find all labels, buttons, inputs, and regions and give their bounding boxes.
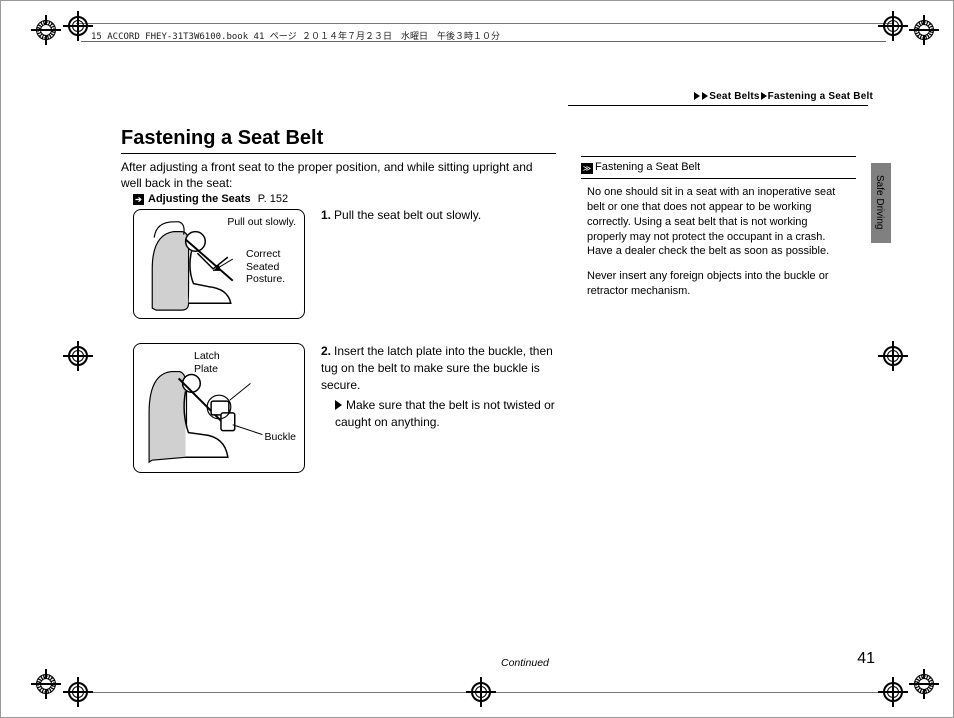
reg-mark-icon [31,15,61,45]
breadcrumb-rule [568,105,868,106]
xref-label: Adjusting the Seats [148,193,251,205]
info-icon: ≫ [581,163,593,174]
figure-1-label-b: Correct Seated Posture. [246,248,296,286]
step-2: 2.Insert the latch plate into the buckle… [321,343,556,431]
figure-2-label-b: Buckle [264,431,296,444]
sidebar-p2: Never insert any foreign objects into th… [581,269,856,299]
sidebar-p1: No one should sit in a seat with an inop… [581,185,856,259]
xref-icon: ➔ [133,194,144,205]
triangle-right-icon [702,92,708,100]
triangle-right-icon [761,92,767,100]
page-number: 41 [857,650,875,668]
reg-mark-icon [31,669,61,699]
figure-1-label-a: Pull out slowly. [227,216,296,229]
step-1-text: Pull the seat belt out slowly. [334,208,481,222]
figure-2-label-a: Latch Plate [194,350,234,375]
cross-reference: ➔ Adjusting the Seats P. 152 [133,193,288,205]
page-title: Fastening a Seat Belt [121,127,323,150]
step-2-text: Insert the latch plate into the buckle, … [321,344,553,392]
header-filename: 15 ACCORD FHEY-31T3W6100.book 41 ページ ２０１… [91,29,500,42]
triangle-right-icon [694,92,700,100]
sidebar-note: ≫Fastening a Seat Belt No one should sit… [581,156,856,309]
sidebar-heading: ≫Fastening a Seat Belt [581,159,856,179]
figure-2: Latch Plate Buckle [133,343,305,473]
title-rule [121,153,556,154]
breadcrumb-sub: Fastening a Seat Belt [768,91,873,102]
reg-mark-icon [909,15,939,45]
step-1: 1.Pull the seat belt out slowly. [321,207,556,224]
figure-1: Pull out slowly. Correct Seated Posture. [133,209,305,319]
continued-label: Continued [501,657,549,669]
breadcrumb: Seat Belts Fastening a Seat Belt [693,91,873,102]
step-2-note: Make sure that the belt is not twisted o… [335,398,555,429]
page: 15 ACCORD FHEY-31T3W6100.book 41 ページ ２０１… [0,0,954,718]
breadcrumb-section: Seat Belts [709,91,759,102]
intro-text: After adjusting a front seat to the prop… [121,159,556,191]
step-1-number: 1. [321,208,331,222]
reg-mark-icon [909,669,939,699]
triangle-right-icon [335,400,342,410]
step-2-number: 2. [321,344,331,358]
section-tab-label: Safe Driving [874,175,885,229]
sidebar-heading-text: Fastening a Seat Belt [595,161,700,173]
xref-page: P. 152 [258,193,288,205]
